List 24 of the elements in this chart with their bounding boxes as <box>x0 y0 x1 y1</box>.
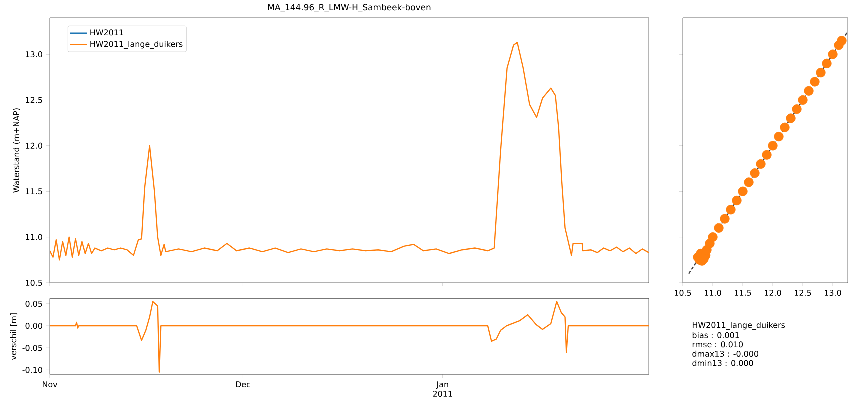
point <box>828 50 838 60</box>
point <box>780 122 790 132</box>
point <box>744 178 754 188</box>
point <box>756 159 766 170</box>
point <box>738 186 748 196</box>
point <box>774 132 784 142</box>
point <box>798 95 808 106</box>
point <box>732 196 742 206</box>
point <box>768 141 778 151</box>
chart-title: MA_144.96_R_LMW-H_Sambeek-boven <box>268 4 431 13</box>
point <box>708 232 718 242</box>
line-series <box>50 301 650 373</box>
point <box>810 77 820 87</box>
point <box>750 168 760 178</box>
point <box>804 86 814 96</box>
line-series <box>50 42 650 261</box>
point <box>714 223 724 233</box>
point <box>822 58 832 68</box>
point <box>720 214 730 224</box>
point <box>786 114 796 124</box>
point <box>726 205 736 215</box>
point <box>816 68 826 78</box>
point <box>792 104 802 114</box>
point <box>762 150 772 160</box>
